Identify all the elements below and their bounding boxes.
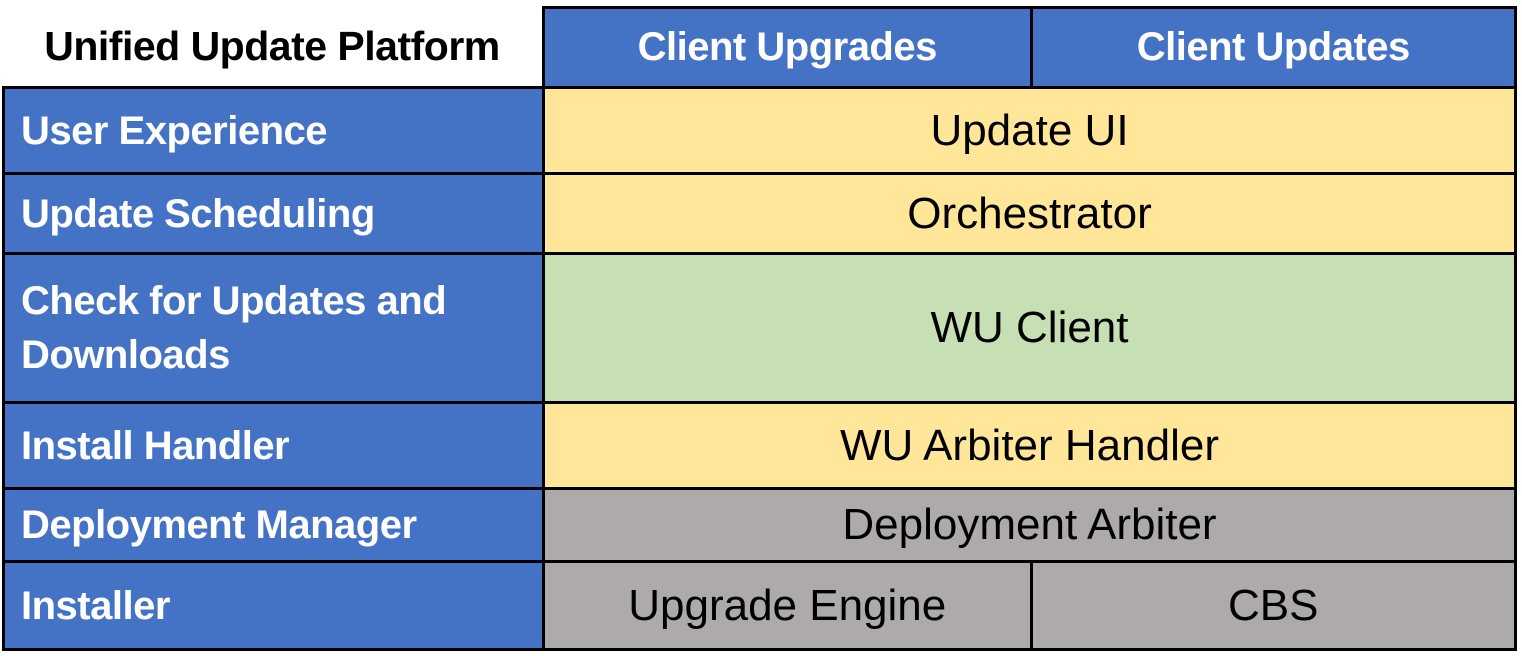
component-orchestrator: Orchestrator (545, 175, 1517, 252)
row-label-deployment-manager: Deployment Manager (2, 490, 542, 560)
component-wu-client: WU Client (545, 255, 1517, 401)
row-label-update-scheduling: Update Scheduling (2, 175, 542, 252)
component-wu-arbiter-handler: WU Arbiter Handler (545, 404, 1517, 487)
component-update-ui: Update UI (545, 89, 1517, 172)
diagram-title: Unified Update Platform (2, 6, 542, 86)
row-label-user-experience: User Experience (2, 89, 542, 172)
row-label-installer: Installer (2, 563, 542, 651)
row-label-install-handler: Install Handler (2, 404, 542, 487)
component-deployment-arbiter: Deployment Arbiter (545, 490, 1517, 560)
column-header-client-updates: Client Updates (1032, 6, 1517, 86)
component-cbs: CBS (1032, 563, 1517, 651)
component-upgrade-engine: Upgrade Engine (545, 563, 1030, 651)
row-label-check-for-updates-and-downloads: Check for Updates and Downloads (2, 255, 542, 401)
column-header-client-upgrades: Client Upgrades (545, 6, 1030, 86)
uup-table: Unified Update Platform Client Upgrades … (2, 6, 1517, 651)
